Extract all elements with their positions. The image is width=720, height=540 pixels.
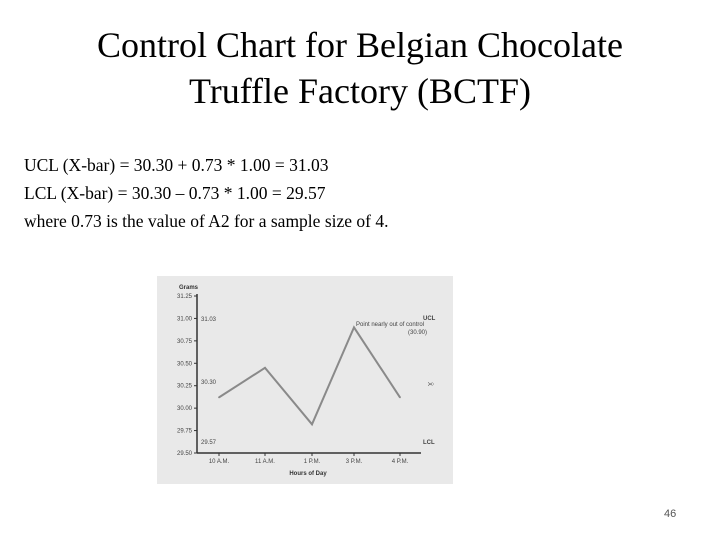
lcl-formula: LCL (X-bar) = 30.30 – 0.73 * 1.00 = 29.5…	[24, 183, 326, 203]
y-tick-label: 30.25	[177, 384, 193, 390]
y-tick-label: 31.25	[177, 294, 193, 300]
ucl-label: UCL	[423, 316, 436, 322]
y-tick-label: 29.75	[177, 429, 193, 435]
x-tick-label: 4 P.M.	[392, 459, 409, 465]
slide-number: 46	[664, 508, 677, 520]
x-tick-label: 11 A.M.	[255, 459, 275, 465]
ucl-value-label: 31.03	[201, 317, 217, 323]
a2-note: where 0.73 is the value of A2 for a samp…	[24, 211, 389, 231]
data-point	[311, 423, 313, 426]
formula-block: UCL (X-bar) = 30.30 + 0.73 * 1.00 = 31.0…	[24, 151, 388, 235]
lcl-value-label: 29.57	[201, 440, 217, 446]
y-tick-label: 30.75	[177, 339, 193, 345]
data-point	[353, 326, 355, 329]
title-line-1: Control Chart for Belgian Chocolate	[97, 25, 623, 65]
data-point	[218, 396, 220, 399]
lcl-label: LCL	[423, 440, 435, 446]
slide-title: Control Chart for Belgian Chocolate Truf…	[0, 22, 720, 114]
series-line	[218, 325, 401, 427]
control-chart-svg: Grams 29.50 29.75 30.00 30.25 30.50 30.75 31.0…	[177, 285, 436, 477]
y-tick-label: 29.50	[177, 451, 193, 457]
control-chart: Grams 29.50 29.75 30.00 30.25 30.50 30.75 31.0…	[157, 276, 453, 484]
x-tick-label: 3 P.M.	[346, 459, 363, 465]
x-tick-label: 1 P.M.	[304, 459, 321, 465]
x-axis-label: Hours of Day	[289, 471, 327, 477]
annotation-line-2: (30.90)	[408, 330, 427, 336]
annotation-line-1: Point nearly out of control	[356, 322, 424, 328]
center-label: X̄	[426, 382, 433, 386]
x-tick-label: 10 A.M.	[209, 459, 230, 465]
ucl-formula: UCL (X-bar) = 30.30 + 0.73 * 1.00 = 31.0…	[24, 155, 329, 175]
data-point	[264, 366, 266, 369]
data-point	[399, 396, 401, 399]
y-tick-label: 31.00	[177, 316, 193, 322]
y-axis-label: Grams	[179, 285, 199, 291]
y-tick-label: 30.50	[177, 361, 193, 367]
y-tick-label: 30.00	[177, 406, 193, 412]
title-line-2: Truffle Factory (BCTF)	[189, 71, 531, 111]
center-value-label: 30.30	[201, 380, 217, 386]
